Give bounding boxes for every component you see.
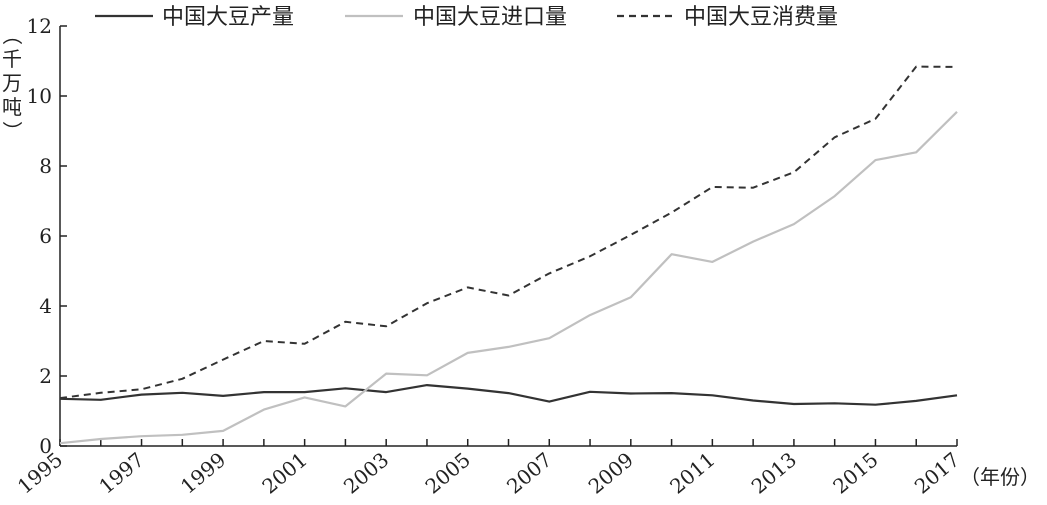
legend-label: 中国大豆消费量 <box>684 5 838 30</box>
x-tick-label: 2001 <box>257 447 311 498</box>
y-axis-title-char: 吨 <box>2 95 22 119</box>
y-tick-label: 8 <box>39 154 52 178</box>
y-tick-label: 12 <box>27 14 52 38</box>
x-tick-label: 2011 <box>665 447 719 498</box>
y-tick-label: 4 <box>39 294 52 318</box>
legend-item: 中国大豆产量 <box>95 5 294 30</box>
x-tick-label: 2003 <box>339 447 393 498</box>
y-tick-label: 6 <box>39 224 52 248</box>
series-line-1 <box>59 384 958 406</box>
y-axis-title-char: ） <box>0 121 24 141</box>
y-axis-title-char: （ <box>0 25 24 45</box>
y-axis-title-char: 千 <box>2 47 22 71</box>
series-layer <box>59 65 958 445</box>
x-tick-label: 2005 <box>421 447 475 498</box>
x-tick-label: 2009 <box>584 447 638 498</box>
legend-item: 中国大豆进口量 <box>345 5 567 30</box>
x-tick-label: 2015 <box>828 447 882 498</box>
x-tick-label: 2007 <box>502 447 556 498</box>
series-line-3 <box>59 65 958 400</box>
legend-label: 中国大豆进口量 <box>413 5 567 30</box>
legend-label: 中国大豆产量 <box>162 5 294 30</box>
x-tick-label: 2013 <box>747 447 801 498</box>
x-tick-label: 2017 <box>910 447 964 498</box>
y-tick-label: 2 <box>39 364 52 388</box>
x-axis-title: （年份） <box>960 465 1040 489</box>
series-line-2 <box>59 111 958 445</box>
x-tick-label: 1997 <box>94 447 148 498</box>
x-tick-label: 1999 <box>176 447 230 498</box>
y-axis-title-char: 万 <box>2 71 22 95</box>
y-tick-label: 10 <box>27 84 52 108</box>
legend-item: 中国大豆消费量 <box>617 5 838 30</box>
y-axis-title: （千万吨） <box>0 25 24 141</box>
y-tick-label: 0 <box>39 434 52 458</box>
legend: 中国大豆产量 中国大豆进口量 中国大豆消费量 <box>95 5 838 30</box>
